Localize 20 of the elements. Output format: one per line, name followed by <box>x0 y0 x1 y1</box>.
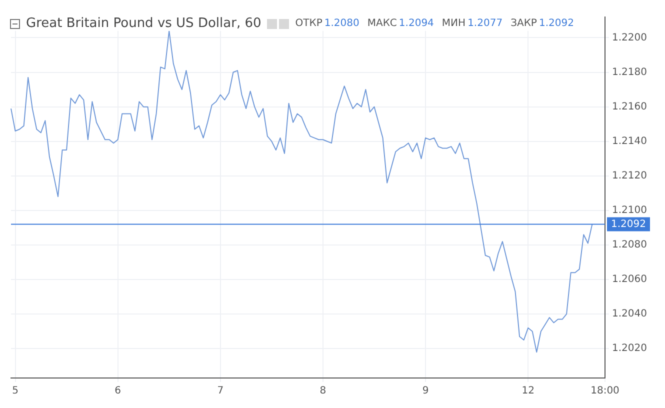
y-tick-label: 1.2060 <box>612 274 647 286</box>
y-tick-label: 1.2200 <box>612 32 647 44</box>
y-tick-label: 1.2120 <box>612 170 647 182</box>
chart-title: Great Britain Pound vs US Dollar, 60 <box>26 16 262 31</box>
x-tick-label: 12 <box>522 386 534 397</box>
x-tick-label: 5 <box>12 386 18 397</box>
y-tick-label: 1.2040 <box>612 308 647 320</box>
ref-line-label: 1.2092 <box>611 218 646 230</box>
x-tick-label: 9 <box>422 386 429 397</box>
x-tick-label: 18:00 <box>590 386 620 397</box>
x-tick-label: 6 <box>114 386 122 397</box>
x-tick-label: 8 <box>320 386 326 397</box>
y-tick-label: 1.2180 <box>612 66 647 78</box>
y-tick-label: 1.2100 <box>612 205 647 216</box>
y-tick-label: 1.2140 <box>612 136 647 147</box>
y-tick-label: 1.2160 <box>612 101 647 112</box>
chart-subtitle: ОТКР 1.2080 МАКС 1.2094 МИН 1.2077 ЗАКР 1.2092 <box>295 18 574 29</box>
x-tick-label: 7 <box>217 386 224 397</box>
y-tick-label: 1.2080 <box>612 240 647 251</box>
y-tick-label: 1.2020 <box>612 343 647 354</box>
